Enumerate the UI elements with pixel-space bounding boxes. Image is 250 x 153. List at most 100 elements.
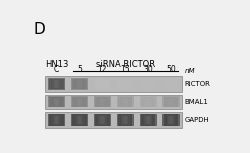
Text: nM: nM [185, 68, 195, 74]
Bar [98, 115, 107, 125]
Bar [145, 80, 151, 88]
Bar [98, 98, 107, 106]
Bar [71, 96, 88, 107]
Bar [97, 97, 108, 106]
Bar [72, 78, 87, 89]
Text: GAPDH: GAPDH [185, 117, 210, 123]
Bar [98, 79, 107, 88]
Bar [55, 99, 58, 105]
Bar [55, 80, 58, 87]
Bar [78, 80, 81, 87]
Bar [168, 116, 174, 124]
Text: 50: 50 [166, 65, 176, 74]
Bar [97, 115, 108, 125]
Bar [170, 80, 172, 87]
Bar [54, 80, 60, 88]
Bar [74, 79, 85, 89]
Text: 30: 30 [143, 65, 153, 74]
Bar [165, 79, 177, 89]
Bar [45, 95, 182, 109]
Bar [72, 114, 87, 126]
Bar [95, 78, 110, 89]
Bar [100, 116, 105, 124]
Bar [75, 98, 84, 106]
Bar [162, 78, 180, 90]
Bar [94, 78, 111, 90]
Bar [147, 80, 150, 87]
Bar [142, 97, 154, 106]
Bar [165, 115, 177, 125]
Bar [120, 97, 131, 106]
Bar [118, 97, 132, 107]
Bar [52, 115, 61, 125]
Bar [121, 115, 130, 125]
Bar [101, 116, 104, 124]
Bar [120, 115, 131, 125]
Text: D: D [34, 22, 45, 37]
Bar [124, 80, 127, 87]
Text: RICTOR: RICTOR [185, 81, 210, 87]
Bar [97, 79, 108, 89]
Bar [124, 99, 127, 105]
Bar [141, 114, 155, 126]
Bar [121, 98, 130, 106]
Bar [162, 114, 180, 126]
Bar [50, 97, 64, 107]
Bar [164, 97, 178, 107]
Bar [71, 78, 88, 90]
Bar [142, 115, 154, 125]
Bar [51, 115, 62, 125]
Bar [72, 97, 87, 107]
Bar [122, 116, 128, 124]
Bar [75, 115, 84, 125]
Bar [52, 79, 61, 88]
Bar [144, 115, 152, 125]
Bar [121, 79, 130, 88]
Bar [101, 80, 104, 87]
Bar [147, 116, 150, 124]
Bar [144, 79, 152, 88]
Bar [168, 98, 174, 106]
Bar [74, 115, 85, 125]
Bar [50, 114, 64, 126]
Bar [117, 96, 134, 107]
Bar [101, 99, 104, 105]
Bar [140, 114, 157, 126]
Bar [51, 97, 62, 106]
Bar [117, 78, 134, 90]
Bar [48, 114, 65, 126]
Bar [54, 98, 60, 106]
Bar [95, 114, 110, 126]
Bar [122, 80, 128, 88]
Bar [95, 97, 110, 107]
Bar [75, 79, 84, 88]
Bar [77, 116, 82, 124]
Bar [54, 116, 60, 124]
Bar [120, 79, 131, 89]
Bar [94, 114, 111, 126]
Bar [94, 96, 111, 107]
Bar [144, 98, 152, 106]
Bar [71, 114, 88, 126]
Bar [122, 98, 128, 106]
Bar [170, 116, 172, 124]
Bar [50, 78, 64, 89]
Text: 15: 15 [120, 65, 130, 74]
Bar [140, 78, 157, 90]
Bar [78, 116, 81, 124]
Bar [170, 99, 172, 105]
Bar [145, 116, 151, 124]
Bar [167, 79, 175, 88]
Bar [140, 96, 157, 107]
Bar [162, 96, 180, 107]
Bar [167, 98, 175, 106]
Bar [52, 98, 61, 106]
Bar [141, 78, 155, 89]
Bar [77, 80, 82, 88]
Text: C: C [54, 65, 59, 74]
Bar [168, 80, 174, 88]
Bar [100, 98, 105, 106]
Bar [164, 78, 178, 89]
Bar [117, 114, 134, 126]
Bar [118, 114, 132, 126]
